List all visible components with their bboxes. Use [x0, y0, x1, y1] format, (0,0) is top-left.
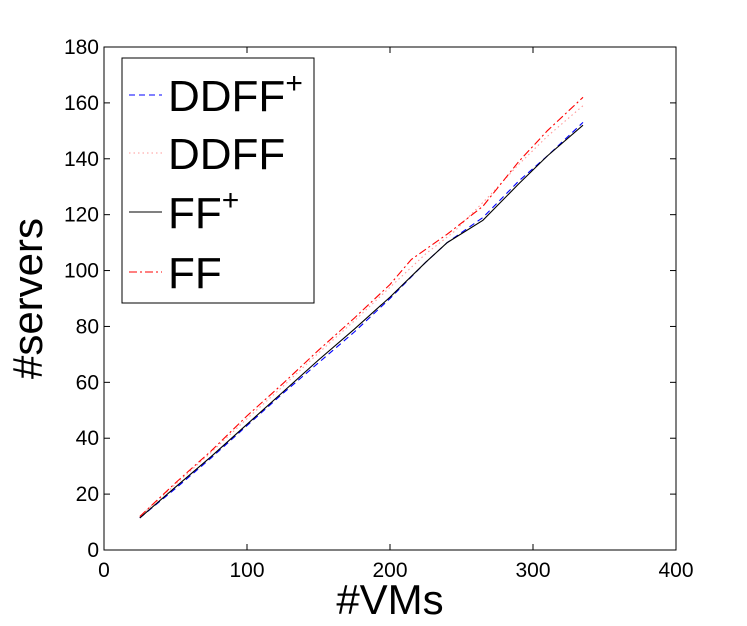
y-tick-label: 160 [64, 92, 99, 115]
legend-label-name: DDFF [168, 72, 285, 121]
legend-label-name: FF [168, 249, 222, 298]
x-tick-label: 300 [515, 559, 550, 582]
x-tick-label: 100 [229, 559, 264, 582]
legend-label: FF [168, 249, 222, 298]
y-tick-label: 180 [64, 36, 99, 59]
tick-labels: 0 100 200 300 400 0 20 40 60 80 100 120 140 160 180 [64, 36, 694, 582]
x-tick-label: 200 [372, 559, 407, 582]
series-lines [139, 96, 584, 519]
legend-label-name: FF [168, 189, 222, 238]
legend-label: DDFF [168, 130, 285, 179]
x-tick-label: 0 [98, 559, 110, 582]
y-tick-label: 60 [76, 371, 99, 394]
legend-label-name: DDFF [168, 130, 285, 179]
axis-ticks [103, 46, 677, 551]
y-tick-label: 120 [64, 204, 99, 227]
series-line-ff-plus [139, 124, 584, 519]
series-line-ddff-plus [139, 121, 584, 519]
y-tick-label: 140 [64, 148, 99, 171]
y-tick-label: 80 [76, 315, 99, 338]
series-line-ddff [139, 105, 584, 517]
y-tick-label: 100 [64, 260, 99, 283]
x-tick-label: 400 [658, 559, 693, 582]
x-axis-title: #VMs [336, 576, 443, 623]
y-tick-label: 20 [76, 483, 99, 506]
y-tick-label: 40 [76, 427, 99, 450]
y-axis-title: #servers [4, 218, 51, 379]
series-line-ff [139, 96, 584, 517]
legend-box [121, 57, 315, 304]
legend-label: FF+ [168, 184, 239, 238]
legend-label-superscript: + [222, 184, 240, 217]
legend-label-superscript: + [285, 67, 303, 100]
legend-label: DDFF+ [168, 67, 303, 121]
y-tick-label: 0 [87, 539, 99, 562]
